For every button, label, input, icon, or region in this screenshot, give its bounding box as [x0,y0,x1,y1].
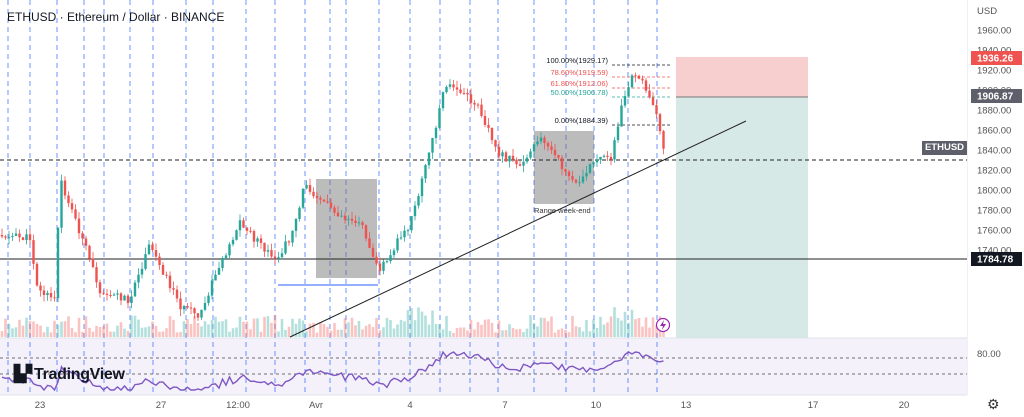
fib-level-label: 100.00%(1929.17) [546,56,608,65]
price-tick-label: 1960.00 [977,26,1011,37]
time-tick-label: 7 [502,400,507,411]
price-tick-label: 1860.00 [977,126,1011,137]
time-tick-label: 27 [156,400,167,411]
trendline[interactable] [289,120,747,338]
rsi-pane [0,338,967,395]
stop-zone[interactable] [676,57,808,97]
tradingview-logo[interactable]: ▙▘TradingView [14,364,125,384]
entry-price-tag: 1906.87 [971,89,1022,103]
tradingview-logo-text: TradingView [34,366,125,383]
time-tick-label: 23 [35,400,46,411]
rsi-line [1,350,664,392]
target-zone[interactable] [676,97,808,338]
price-tick-label: 1820.00 [977,166,1011,177]
level-price-tag: 1784.78 [971,252,1022,266]
svg-text:1936.26: 1936.26 [977,54,1014,65]
price-tick-label: 1780.00 [977,206,1011,217]
tradingview-logo-icon: ▙▘ [14,366,39,383]
candlesticks [0,72,665,321]
svg-text:1784.78: 1784.78 [977,255,1014,266]
fib-level-label: 0.00%(1884.39) [555,116,609,125]
fib-level-label: 61.80%(1912.06) [550,79,608,88]
range-box-1[interactable] [316,179,377,278]
time-tick-label: 12:00 [226,400,250,411]
time-tick-label: 10 [591,400,602,411]
svg-text:1906.87: 1906.87 [977,92,1014,103]
symbol-price-tag: ETHUSD [922,141,967,155]
fib-level-label: 50.00%(1906.78) [550,88,608,97]
fib-retracement[interactable]: 100.00%(1929.17) 78.60%(1919.59) 61.80%(19… [546,56,672,126]
fib-level-label: 78.60%(1919.59) [550,68,608,77]
chart-title: ETHUSD · Ethereum / Dollar · BINANCE [7,10,225,24]
price-chart[interactable]: Range week-end 100.00%(1929.17) 78.60%(19… [0,0,967,417]
currency-label: USD [977,6,997,17]
time-tick-label: Avr [309,400,323,411]
gear-icon[interactable]: ⚙ [987,396,1000,412]
range-label: Range week-end [534,206,591,215]
time-tick-label: 17 [808,400,819,411]
price-tick-label: 1840.00 [977,146,1011,157]
price-tick-label: 1800.00 [977,186,1011,197]
lightning-icon[interactable] [655,317,671,333]
stop-price-tag: 1936.26 [971,51,1022,65]
price-tick-label: 1880.00 [977,106,1011,117]
price-tick-label: 1920.00 [977,66,1011,77]
time-tick-label: 13 [681,400,692,411]
rsi-tick: 80.00 [977,349,1001,360]
price-tick-label: 1760.00 [977,226,1011,237]
time-tick-label: 4 [407,400,412,411]
range-box-weekend[interactable] [534,131,594,204]
time-tick-label: 20 [899,400,910,411]
volume-bars [0,307,665,337]
price-axis[interactable]: USD 1960.001940.001920.001900.001880.001… [967,0,1024,417]
price-tick-label: 1740.00 [977,246,1011,257]
